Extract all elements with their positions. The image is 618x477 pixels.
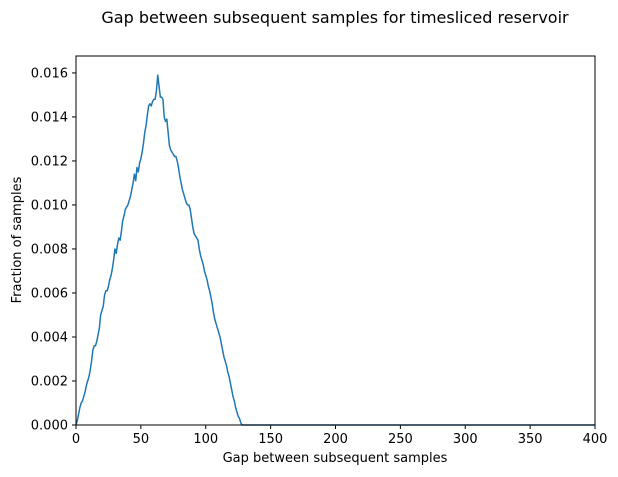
x-tick-label: 0 — [72, 432, 80, 447]
x-tick-label: 300 — [453, 432, 478, 447]
plot-layer — [75, 74, 596, 426]
axes-frame — [75, 55, 596, 426]
x-tick-label: 250 — [388, 432, 413, 447]
chart-title: Gap between subsequent samples for times… — [101, 8, 569, 27]
x-tick-label: 150 — [258, 432, 283, 447]
x-tick-label: 350 — [518, 432, 543, 447]
y-tick-label: 0.008 — [31, 242, 68, 257]
x-tick-label: 50 — [133, 432, 150, 447]
y-tick-label: 0.004 — [31, 330, 68, 345]
y-tick-label: 0.014 — [31, 110, 68, 125]
ticks-layer: 0 50 100 150 200 250 300 350 400 0.000 0.002 0.004 0… — [31, 66, 608, 447]
x-axis-label: Gap between subsequent samples — [223, 451, 448, 466]
x-tick-label: 100 — [193, 432, 218, 447]
x-tick-label: 200 — [323, 432, 348, 447]
y-tick-label: 0.006 — [31, 286, 68, 301]
x-tick-label: 400 — [583, 432, 608, 447]
plot-area — [76, 56, 595, 425]
y-axis-label: Fraction of samples — [10, 176, 25, 303]
y-tick-label: 0.012 — [31, 154, 68, 169]
data-line — [75, 74, 596, 426]
y-tick-label: 0.010 — [31, 198, 68, 213]
y-tick-label: 0.000 — [31, 419, 68, 434]
y-tick-label: 0.016 — [31, 66, 68, 81]
y-tick-label: 0.002 — [31, 374, 68, 389]
